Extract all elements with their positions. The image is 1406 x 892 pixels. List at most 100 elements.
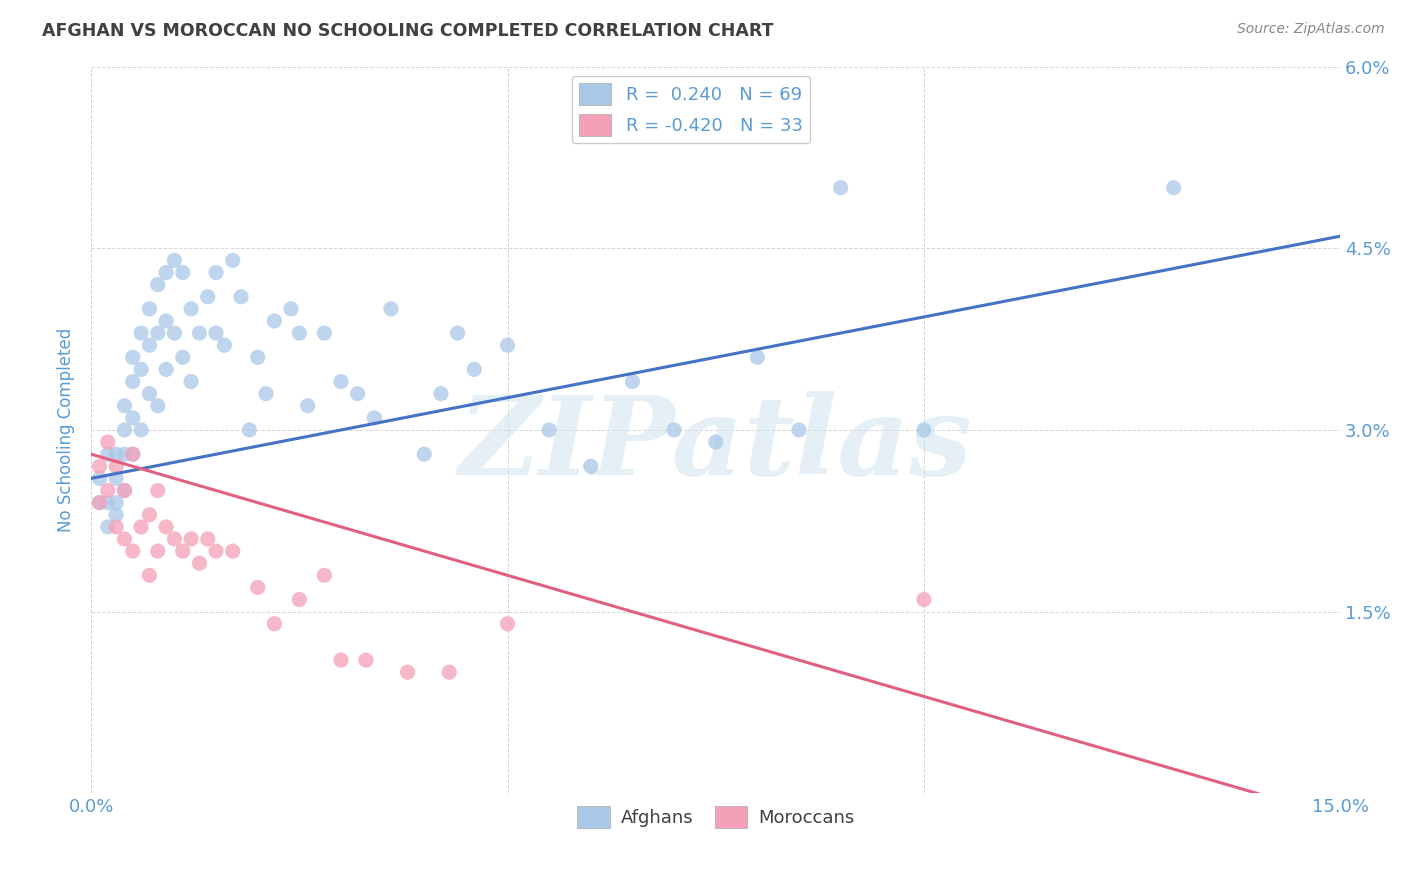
Point: [89, 496, 111, 510]
Point: [621, 375, 644, 389]
Point: [1163, 180, 1185, 194]
Point: [129, 423, 152, 437]
Point: [105, 447, 128, 461]
Point: [180, 532, 202, 546]
Point: [121, 351, 143, 365]
Point: [396, 665, 419, 680]
Point: [246, 581, 269, 595]
Point: [346, 386, 368, 401]
Point: [138, 568, 160, 582]
Point: [114, 447, 136, 461]
Point: [129, 520, 152, 534]
Point: [97, 496, 120, 510]
Point: [238, 423, 260, 437]
Legend: Afghans, Moroccans: Afghans, Moroccans: [569, 798, 862, 835]
Point: [121, 447, 143, 461]
Point: [297, 399, 319, 413]
Point: [121, 544, 143, 558]
Point: [430, 386, 453, 401]
Point: [314, 326, 336, 340]
Point: [354, 653, 377, 667]
Point: [155, 314, 177, 328]
Point: [439, 665, 461, 680]
Point: [254, 386, 277, 401]
Point: [163, 326, 186, 340]
Point: [205, 544, 228, 558]
Point: [105, 520, 128, 534]
Point: [97, 520, 120, 534]
Point: [180, 375, 202, 389]
Point: [155, 266, 177, 280]
Point: [89, 459, 111, 474]
Point: [188, 326, 211, 340]
Point: [114, 399, 136, 413]
Point: [180, 301, 202, 316]
Point: [188, 556, 211, 570]
Point: [163, 253, 186, 268]
Point: [172, 544, 194, 558]
Point: [288, 326, 311, 340]
Point: [172, 351, 194, 365]
Point: [222, 253, 245, 268]
Text: Source: ZipAtlas.com: Source: ZipAtlas.com: [1237, 22, 1385, 37]
Point: [146, 326, 169, 340]
Point: [579, 459, 602, 474]
Point: [288, 592, 311, 607]
Point: [172, 266, 194, 280]
Point: [214, 338, 236, 352]
Point: [114, 483, 136, 498]
Point: [97, 435, 120, 450]
Point: [246, 351, 269, 365]
Point: [380, 301, 402, 316]
Point: [146, 483, 169, 498]
Point: [747, 351, 769, 365]
Text: AFGHAN VS MOROCCAN NO SCHOOLING COMPLETED CORRELATION CHART: AFGHAN VS MOROCCAN NO SCHOOLING COMPLETE…: [42, 22, 773, 40]
Point: [114, 483, 136, 498]
Point: [97, 447, 120, 461]
Point: [787, 423, 810, 437]
Point: [129, 326, 152, 340]
Y-axis label: No Schooling Completed: No Schooling Completed: [58, 328, 75, 533]
Point: [229, 290, 252, 304]
Point: [413, 447, 436, 461]
Point: [263, 616, 285, 631]
Point: [463, 362, 485, 376]
Point: [89, 496, 111, 510]
Point: [662, 423, 685, 437]
Point: [105, 459, 128, 474]
Point: [155, 362, 177, 376]
Point: [97, 483, 120, 498]
Point: [280, 301, 302, 316]
Point: [105, 471, 128, 485]
Point: [129, 362, 152, 376]
Point: [330, 375, 353, 389]
Point: [263, 314, 285, 328]
Point: [163, 532, 186, 546]
Point: [314, 568, 336, 582]
Text: ZIPatlas: ZIPatlas: [458, 391, 973, 499]
Point: [121, 410, 143, 425]
Point: [105, 508, 128, 522]
Point: [138, 386, 160, 401]
Point: [105, 496, 128, 510]
Point: [121, 375, 143, 389]
Point: [912, 423, 935, 437]
Point: [205, 266, 228, 280]
Point: [138, 508, 160, 522]
Point: [197, 532, 219, 546]
Point: [222, 544, 245, 558]
Point: [146, 399, 169, 413]
Point: [205, 326, 228, 340]
Point: [114, 532, 136, 546]
Point: [496, 338, 519, 352]
Point: [138, 338, 160, 352]
Point: [446, 326, 468, 340]
Point: [146, 544, 169, 558]
Point: [155, 520, 177, 534]
Point: [363, 410, 385, 425]
Point: [912, 592, 935, 607]
Point: [830, 180, 852, 194]
Point: [114, 423, 136, 437]
Point: [496, 616, 519, 631]
Point: [146, 277, 169, 292]
